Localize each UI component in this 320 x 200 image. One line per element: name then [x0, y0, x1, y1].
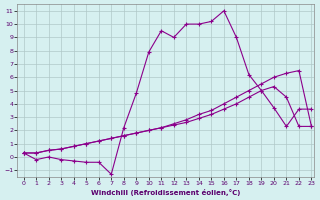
- X-axis label: Windchill (Refroidissement éolien,°C): Windchill (Refroidissement éolien,°C): [91, 189, 240, 196]
